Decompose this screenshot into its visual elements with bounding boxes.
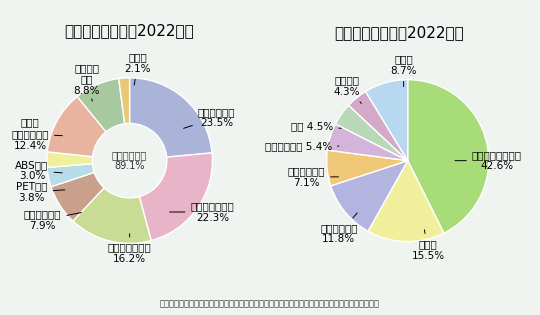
Text: 日用品・雑貨 5.4%: 日用品・雑貨 5.4% bbox=[265, 141, 339, 151]
Text: 発泡製品
4.3%: 発泡製品 4.3% bbox=[334, 75, 361, 103]
Wedge shape bbox=[408, 80, 489, 233]
Wedge shape bbox=[327, 124, 408, 161]
Wedge shape bbox=[48, 96, 106, 157]
Text: その他
8.7%: その他 8.7% bbox=[390, 54, 417, 87]
Text: その他
2.1%: その他 2.1% bbox=[125, 52, 151, 85]
Text: PET樹脂
3.8%: PET樹脂 3.8% bbox=[16, 181, 65, 203]
Text: 機械器具部品
11.8%: 機械器具部品 11.8% bbox=[320, 213, 357, 244]
Wedge shape bbox=[130, 78, 212, 157]
Text: その他
熱可塑性樹脂
12.4%: その他 熱可塑性樹脂 12.4% bbox=[11, 117, 62, 151]
Text: ポリエチレン
23.5%: ポリエチレン 23.5% bbox=[184, 107, 235, 129]
Wedge shape bbox=[119, 78, 130, 124]
Text: ABS樹脂
3.0%: ABS樹脂 3.0% bbox=[15, 160, 62, 181]
Text: 熱硬化性
樹脂
8.8%: 熱硬化性 樹脂 8.8% bbox=[73, 63, 100, 101]
Title: 用途別生産比率（2022年）: 用途別生産比率（2022年） bbox=[335, 26, 464, 41]
Text: パイプ・継手
7.1%: パイプ・継手 7.1% bbox=[288, 166, 339, 188]
Wedge shape bbox=[366, 80, 408, 161]
Title: 樹脂別生産比率（2022年）: 樹脂別生産比率（2022年） bbox=[65, 23, 194, 38]
Wedge shape bbox=[47, 152, 92, 167]
Wedge shape bbox=[47, 164, 94, 187]
Text: 容器類
15.5%: 容器類 15.5% bbox=[411, 230, 444, 261]
Wedge shape bbox=[335, 105, 408, 161]
Text: 塩化ビニル樹脂
16.2%: 塩化ビニル樹脂 16.2% bbox=[107, 234, 152, 264]
Text: ポリプロピレン
22.3%: ポリプロピレン 22.3% bbox=[170, 201, 234, 223]
Wedge shape bbox=[139, 153, 212, 241]
Text: 出典：日本プラスチック工業連盟が経済産業省大臣官房調査統計グループ発表の統計月報より集計: 出典：日本プラスチック工業連盟が経済産業省大臣官房調査統計グループ発表の統計月報… bbox=[160, 300, 380, 309]
Wedge shape bbox=[51, 172, 104, 221]
Text: 建材 4.5%: 建材 4.5% bbox=[291, 122, 341, 132]
Wedge shape bbox=[349, 91, 408, 161]
Text: フィルム・シート
42.6%: フィルム・シート 42.6% bbox=[455, 150, 522, 171]
Wedge shape bbox=[77, 78, 125, 132]
Wedge shape bbox=[327, 150, 408, 186]
Wedge shape bbox=[330, 161, 408, 231]
Text: ポリスチレン
7.9%: ポリスチレン 7.9% bbox=[24, 209, 82, 231]
Wedge shape bbox=[368, 161, 444, 242]
Text: 熱可塑性樹脂
89.1%: 熱可塑性樹脂 89.1% bbox=[112, 150, 147, 171]
Wedge shape bbox=[73, 188, 151, 243]
